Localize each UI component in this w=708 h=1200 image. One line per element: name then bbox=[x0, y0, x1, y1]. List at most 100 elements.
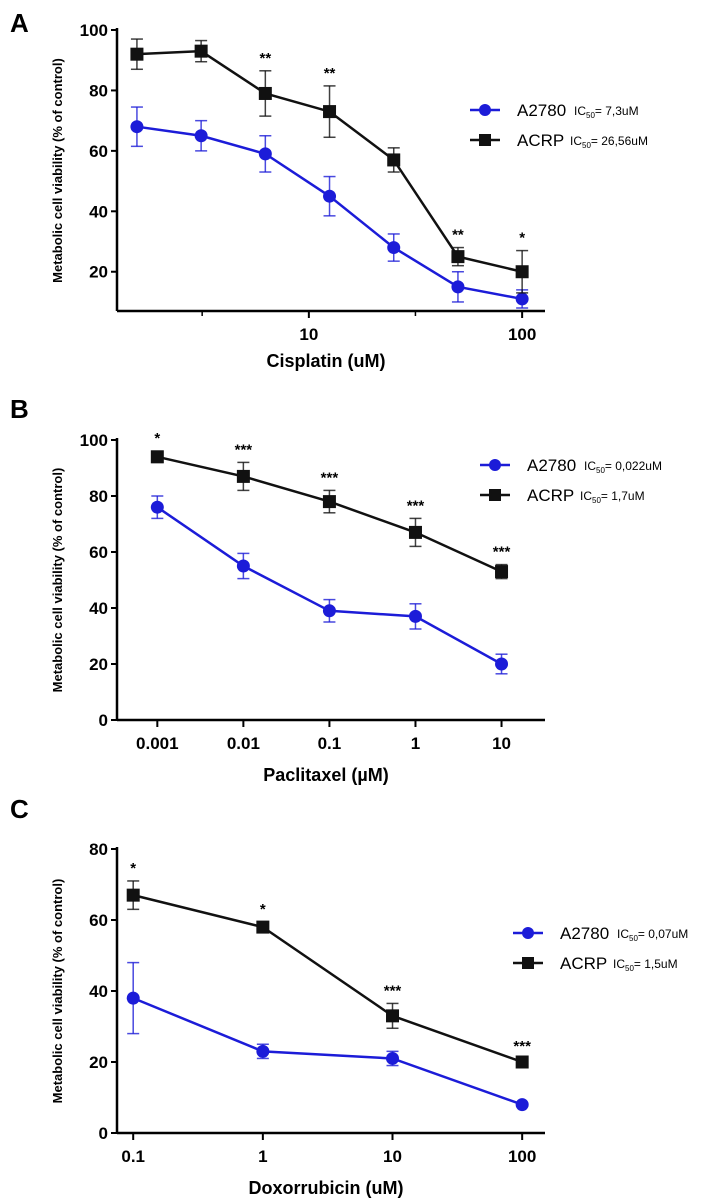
ic50-subscript: 50 bbox=[596, 466, 605, 475]
y-tick-label: 80 bbox=[89, 487, 108, 506]
data-point bbox=[130, 120, 144, 134]
y-tick-label: 60 bbox=[89, 142, 108, 161]
data-point bbox=[236, 559, 250, 573]
ic50-subscript: 50 bbox=[629, 934, 638, 943]
data-point bbox=[451, 250, 465, 264]
significance-marker: * bbox=[154, 430, 160, 447]
data-point bbox=[126, 991, 140, 1005]
series-line bbox=[132, 996, 523, 1106]
legend-marker bbox=[522, 957, 534, 969]
data-point bbox=[386, 1051, 400, 1065]
significance-marker: * bbox=[519, 230, 525, 247]
data-point bbox=[258, 147, 272, 161]
y-tick-label: 80 bbox=[89, 81, 108, 100]
legend-ic50: IC50= 0,07uM bbox=[617, 927, 688, 943]
significance-marker: *** bbox=[513, 1038, 531, 1055]
y-tick-label: 40 bbox=[89, 599, 108, 618]
ic50-label: IC bbox=[584, 459, 596, 473]
data-point bbox=[322, 604, 336, 618]
y-tick-label: 20 bbox=[89, 655, 108, 674]
legend-label: A2780 bbox=[527, 456, 576, 475]
data-point bbox=[451, 280, 465, 294]
y-tick-label: 0 bbox=[99, 1124, 108, 1143]
ic50-value: = 26,56uM bbox=[591, 134, 648, 148]
data-point bbox=[408, 525, 422, 539]
x-axis-title: Cisplatin (uM) bbox=[267, 351, 386, 371]
panel-A: A 20 40 60 80 100 10 100 Cisplatin (uM) Metabolic… bbox=[10, 8, 648, 371]
ic50-label: IC bbox=[580, 489, 592, 503]
legend-ic50: IC50= 7,3uM bbox=[574, 104, 639, 120]
data-point bbox=[236, 469, 250, 483]
x-tick-label: 1 bbox=[258, 1147, 267, 1166]
x-tick-label: 0.1 bbox=[318, 734, 342, 753]
data-point bbox=[150, 450, 164, 464]
significance-marker: *** bbox=[384, 982, 402, 999]
y-tick-label: 0 bbox=[99, 711, 108, 730]
x-tick-label: 0.001 bbox=[136, 734, 179, 753]
legend-marker bbox=[489, 489, 501, 501]
legend-marker bbox=[522, 927, 534, 939]
panel-letter: A bbox=[10, 8, 29, 38]
data-point bbox=[194, 44, 208, 58]
legend-label: ACRP bbox=[560, 954, 607, 973]
y-axis-title: Metabolic cell viability (% of control) bbox=[50, 58, 65, 283]
data-point bbox=[194, 129, 208, 143]
y-tick-label: 20 bbox=[89, 1053, 108, 1072]
x-tick-label: 100 bbox=[508, 325, 536, 344]
significance-marker: ** bbox=[452, 227, 464, 244]
data-point bbox=[515, 265, 529, 279]
series-line bbox=[132, 893, 523, 1064]
series-A2780: A2780 IC50= 0,022uM bbox=[150, 456, 662, 675]
data-point bbox=[515, 292, 529, 306]
ic50-subscript: 50 bbox=[586, 111, 595, 120]
significance-marker: ** bbox=[259, 50, 271, 67]
legend-ic50: IC50= 1,5uM bbox=[613, 957, 678, 973]
data-point bbox=[256, 920, 270, 934]
x-axis-title: Doxorrubicin (uM) bbox=[249, 1178, 404, 1198]
legend-label: A2780 bbox=[517, 101, 566, 120]
ic50-label: IC bbox=[574, 104, 586, 118]
y-tick-label: 40 bbox=[89, 202, 108, 221]
data-point bbox=[126, 888, 140, 902]
data-point bbox=[322, 495, 336, 509]
x-tick-label: 10 bbox=[492, 734, 511, 753]
panel-letter: B bbox=[10, 394, 29, 424]
legend-marker bbox=[479, 104, 491, 116]
legend-label: ACRP bbox=[527, 486, 574, 505]
y-tick-label: 60 bbox=[89, 543, 108, 562]
data-point bbox=[408, 609, 422, 623]
panel-B: B 0 20 40 60 80 100 0.001 0.01 0.1 1 10 Paclitaxel (… bbox=[10, 394, 662, 785]
legend-marker bbox=[489, 459, 501, 471]
ic50-value: = 0,07uM bbox=[638, 927, 688, 941]
significance-marker: ** bbox=[324, 65, 336, 82]
data-point bbox=[387, 241, 401, 255]
significance-marker: *** bbox=[407, 497, 425, 514]
significance-marker: *** bbox=[321, 469, 339, 486]
ic50-value: = 7,3uM bbox=[595, 104, 639, 118]
y-tick-label: 40 bbox=[89, 982, 108, 1001]
y-tick-label: 100 bbox=[80, 431, 108, 450]
x-tick-label: 10 bbox=[383, 1147, 402, 1166]
x-axis-title: Paclitaxel (µM) bbox=[263, 765, 388, 785]
series-A2780: A2780 IC50= 7,3uM bbox=[130, 101, 639, 309]
y-tick-label: 20 bbox=[89, 263, 108, 282]
ic50-subscript: 50 bbox=[592, 496, 601, 505]
ic50-label: IC bbox=[617, 927, 629, 941]
x-tick-label: 0.1 bbox=[121, 1147, 145, 1166]
series-A2780: A2780 IC50= 0,07uM bbox=[126, 924, 688, 1112]
data-point bbox=[256, 1044, 270, 1058]
ic50-value: = 1,7uM bbox=[601, 489, 645, 503]
data-point bbox=[387, 153, 401, 167]
legend-ic50: IC50= 26,56uM bbox=[570, 134, 648, 150]
x-tick-label: 1 bbox=[411, 734, 420, 753]
series-ACRP: ACRP IC50= 1,5uM bbox=[126, 880, 678, 1069]
series-line bbox=[136, 49, 523, 273]
legend-label: ACRP bbox=[517, 131, 564, 150]
legend-label: A2780 bbox=[560, 924, 609, 943]
panel-letter: C bbox=[10, 794, 29, 824]
ic50-label: IC bbox=[570, 134, 582, 148]
ic50-value: = 0,022uM bbox=[605, 459, 662, 473]
series-line bbox=[156, 506, 503, 666]
legend-marker bbox=[479, 134, 491, 146]
